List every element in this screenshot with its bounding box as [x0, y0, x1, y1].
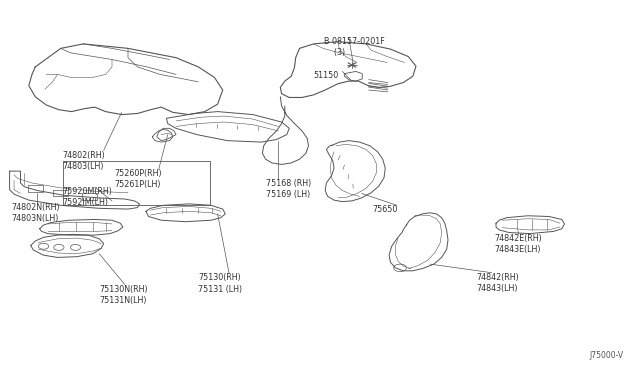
Text: 74842E(RH)
74843E(LH): 74842E(RH) 74843E(LH) [494, 234, 542, 254]
Text: 74842(RH)
74843(LH): 74842(RH) 74843(LH) [477, 273, 520, 293]
Bar [82, 193, 97, 200]
Text: J75000-V: J75000-V [590, 351, 624, 360]
Bar [63, 161, 210, 205]
Text: 75260P(RH)
75261P(LH): 75260P(RH) 75261P(LH) [114, 169, 161, 189]
Text: 75650: 75650 [372, 205, 398, 214]
Text: B 08157-0201F
    (3): B 08157-0201F (3) [324, 37, 385, 57]
Text: 75130(RH)
75131 (LH): 75130(RH) 75131 (LH) [198, 273, 243, 294]
Bar [28, 185, 43, 192]
Text: 74802(RH)
74803(LH): 74802(RH) 74803(LH) [63, 151, 106, 171]
Bar [53, 190, 68, 196]
Text: 51150: 51150 [314, 71, 339, 80]
Text: 75168 (RH)
75169 (LH): 75168 (RH) 75169 (LH) [266, 179, 311, 199]
Text: 74802N(RH)
74803N(LH): 74802N(RH) 74803N(LH) [12, 203, 60, 223]
Text: 75920M(RH)
7592lM(LH): 75920M(RH) 7592lM(LH) [63, 187, 113, 207]
Text: 75130N(RH)
75131N(LH): 75130N(RH) 75131N(LH) [99, 285, 148, 305]
